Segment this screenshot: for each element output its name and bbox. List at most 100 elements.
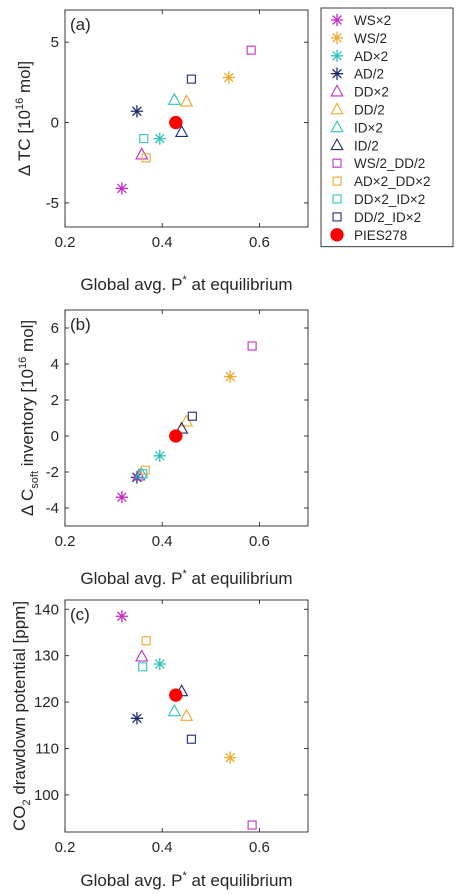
legend-label: WS×2 xyxy=(354,13,391,28)
legend-marker-ddx2-idx2 xyxy=(332,194,342,204)
legend-item: AD/2 xyxy=(330,67,384,82)
y-tick-label: 4 xyxy=(51,356,59,373)
x-tick-label: 0.4 xyxy=(152,234,173,251)
legend-marker-pies278 xyxy=(330,228,344,242)
data-point-pies278 xyxy=(169,115,183,130)
chart-panel-c: 0.2 0.4 0.6 100 110 120 130 140 (c) Global avg. P… xyxy=(10,599,309,890)
y-axis-label: Δ TC [1016 mol] xyxy=(14,61,34,176)
legend-item: DD×2 xyxy=(330,84,389,100)
x-tick-label: 0.6 xyxy=(249,839,270,856)
data-point-idx2 xyxy=(167,704,182,717)
legend-label: AD/2 xyxy=(354,67,384,82)
y-tick-label: 110 xyxy=(35,740,59,757)
legend-item: ID/2 xyxy=(330,137,379,153)
x-tick-label: 0.2 xyxy=(55,533,76,550)
data-point-wsx2 xyxy=(115,491,129,504)
data-point-ws-2 xyxy=(224,751,237,764)
legend-label: DD×2_ID×2 xyxy=(354,192,425,207)
data-point-ad-2 xyxy=(130,471,144,484)
data-point-ws-2-dd-2 xyxy=(247,820,257,830)
panel-label: (b) xyxy=(70,315,91,334)
legend-label: AD×2 xyxy=(354,49,388,64)
legend-label: WS/2_DD/2 xyxy=(354,156,425,171)
x-axis-label: Global avg. P* at equilibrium xyxy=(80,274,292,294)
data-point-pies278 xyxy=(169,429,183,443)
y-tick-label: 130 xyxy=(34,648,59,665)
y-axis-label: CO2 drawdown potential [ppm] xyxy=(10,601,33,831)
legend-marker-idx2 xyxy=(330,120,344,133)
y-tick-label: -2 xyxy=(46,464,59,481)
chart-panel-b: 0.2 0.4 0.6 -4 -2 0 2 4 6 (b) Global avg. P* at eq… xyxy=(17,309,309,588)
legend-marker-adx2-ddx2 xyxy=(332,176,342,186)
legend-marker-id-2 xyxy=(330,137,344,151)
legend: WS×2 WS/2 AD×2 AD/2 DD×2 DD/2 ID×2 ID/2 WS/2_DD/… xyxy=(320,7,454,248)
y-tick-label: 140 xyxy=(34,601,59,618)
data-point-dd-2-idx2 xyxy=(187,411,197,421)
y-tick-label: 2 xyxy=(51,392,59,409)
data-point-ws-2 xyxy=(222,71,235,84)
chart-panel-a: 0.2 0.4 0.6 -5 0 5 (a) Global avg. P* at equili… xyxy=(14,9,309,294)
y-tick-label: 5 xyxy=(51,34,59,51)
plot-area xyxy=(64,9,309,228)
data-point-idx2 xyxy=(167,92,182,105)
x-tick-label: 0.4 xyxy=(152,533,173,550)
y-tick-label: 100 xyxy=(34,787,59,804)
x-tick-label: 0.4 xyxy=(152,839,173,856)
legend-item: WS×2 xyxy=(330,13,391,28)
y-tick-label: 0 xyxy=(51,115,59,132)
data-point-adx2-ddx2 xyxy=(141,636,151,646)
data-point-ddx2-idx2 xyxy=(138,469,148,479)
legend-label: DD/2_ID×2 xyxy=(354,210,421,225)
legend-marker-ws-2-dd-2 xyxy=(332,158,342,168)
legend-marker-ws-2 xyxy=(330,31,344,45)
data-point-ws-2-dd-2 xyxy=(246,45,256,55)
data-point-dd-2-idx2 xyxy=(186,74,196,84)
data-point-id-2 xyxy=(174,124,189,138)
data-point-dd-2-idx2 xyxy=(186,734,196,744)
legend-marker-ddx2 xyxy=(330,84,344,97)
x-tick-label: 0.2 xyxy=(55,839,76,856)
data-point-adx2 xyxy=(153,449,166,462)
data-point-adx2 xyxy=(153,132,166,145)
legend-label: ID/2 xyxy=(354,138,379,153)
legend-marker-adx2 xyxy=(330,49,344,62)
data-point-ad-2 xyxy=(130,712,144,725)
y-axis-label: Δ Csoft inventory [1016 mol] xyxy=(17,320,41,516)
legend-item: DD/2 xyxy=(330,102,385,118)
legend-label: WS/2 xyxy=(354,31,387,46)
legend-item: WS/2_DD/2 xyxy=(332,156,425,171)
legend-box xyxy=(320,7,454,248)
plot-area xyxy=(64,309,309,527)
legend-marker-dd-2 xyxy=(330,102,344,115)
legend-marker-ad-2 xyxy=(330,67,344,80)
legend-item: DD/2_ID×2 xyxy=(332,210,421,225)
legend-label: DD/2 xyxy=(354,103,385,118)
legend-label: ID×2 xyxy=(354,120,383,135)
panel-label: (c) xyxy=(70,605,90,624)
data-point-wsx2 xyxy=(115,610,129,623)
legend-item: AD×2 xyxy=(330,49,388,64)
plot-area xyxy=(64,599,309,833)
legend-item: PIES278 xyxy=(330,228,407,243)
data-point-ddx2-idx2 xyxy=(139,134,149,144)
y-tick-label: -4 xyxy=(46,500,59,517)
y-tick-label: 120 xyxy=(34,694,59,711)
legend-item: ID×2 xyxy=(330,120,383,135)
x-axis-label: Global avg. P* at equilibrium xyxy=(80,568,292,588)
data-point-dd-2 xyxy=(179,708,194,721)
data-point-dd-2 xyxy=(179,94,194,107)
data-point-ddx2 xyxy=(135,649,149,662)
data-point-adx2-ddx2 xyxy=(141,153,151,163)
y-tick-label: 6 xyxy=(51,320,59,337)
data-point-pies278 xyxy=(169,688,183,702)
y-tick-label: -5 xyxy=(46,195,59,212)
x-axis-label: Global avg. P* at equilibrium xyxy=(80,870,292,890)
legend-label: PIES278 xyxy=(354,228,407,243)
legend-label: AD×2_DD×2 xyxy=(354,174,431,189)
panel-label: (a) xyxy=(70,15,91,34)
legend-item: AD×2_DD×2 xyxy=(332,174,431,189)
legend-label: DD×2 xyxy=(354,85,389,100)
legend-item: DD×2_ID×2 xyxy=(332,192,425,207)
y-tick-label: 0 xyxy=(51,428,59,445)
